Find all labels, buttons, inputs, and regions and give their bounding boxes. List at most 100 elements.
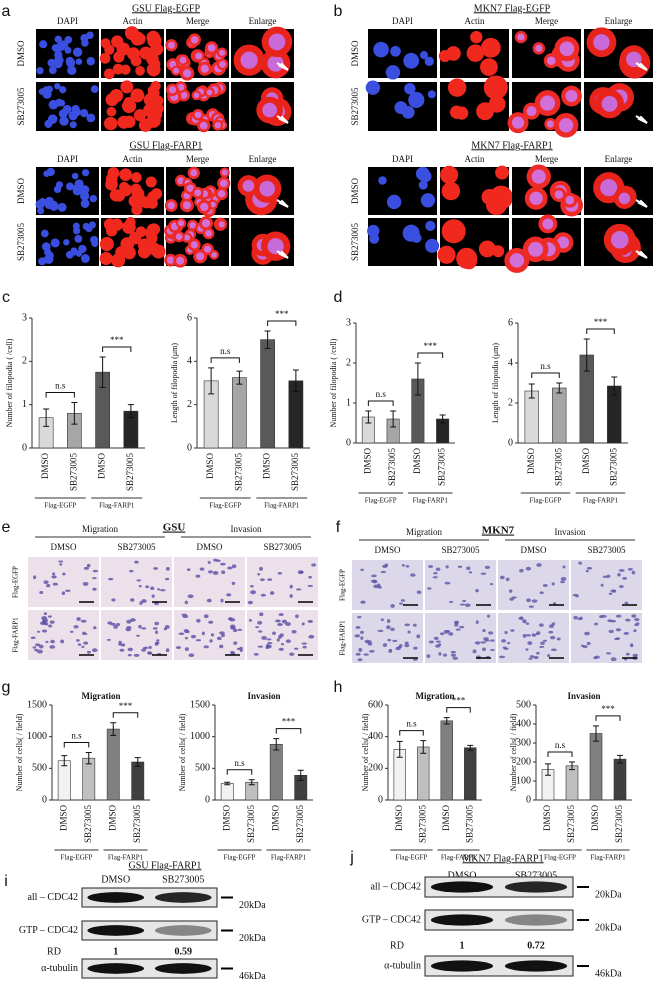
- nucleus: [89, 194, 98, 203]
- cell: [133, 109, 147, 122]
- nucleus: [262, 102, 277, 118]
- stained-cell: [59, 563, 63, 566]
- stained-cell: [464, 603, 471, 607]
- stained-cell: [395, 646, 401, 651]
- cell: [111, 35, 124, 48]
- y-tick-label: 0: [187, 442, 192, 453]
- error-bar: [85, 752, 92, 765]
- stained-cell: [404, 623, 410, 627]
- rd-value: 0.59: [175, 946, 193, 957]
- cell: [100, 38, 111, 49]
- y-tick-label: 0: [378, 794, 383, 805]
- stained-cell: [380, 618, 384, 622]
- stained-cell: [136, 634, 140, 637]
- error-bar: [569, 761, 575, 771]
- stained-cell: [221, 570, 226, 575]
- x-tick-label: SB273005: [553, 448, 563, 487]
- cell: [147, 193, 158, 204]
- stained-cell: [248, 619, 253, 622]
- group-label: Flag-FARP1: [590, 854, 626, 862]
- column-label: SB273005: [441, 545, 480, 555]
- stained-cell: [48, 624, 53, 628]
- x-tick-label: SB273005: [132, 805, 142, 844]
- stained-cell: [472, 649, 477, 654]
- stained-cell: [47, 615, 52, 618]
- nucleus: [219, 179, 228, 188]
- significance-bracket: [595, 715, 621, 721]
- error-bar: [414, 362, 421, 396]
- error-bar: [127, 404, 134, 419]
- y-axis-label: Number of cells( / field): [178, 713, 187, 791]
- stained-cell: [156, 639, 160, 642]
- error-bar: [390, 410, 397, 428]
- row-label: all – CDC42: [27, 892, 78, 903]
- stained-cell: [233, 641, 238, 645]
- size-marker: 46kDa: [595, 968, 622, 979]
- error-bar: [396, 740, 403, 758]
- error-bar: [134, 757, 141, 767]
- stained-cell: [190, 634, 197, 639]
- stained-cell: [219, 631, 225, 635]
- nucleus: [47, 58, 56, 67]
- stained-cell: [34, 648, 39, 652]
- column-label: Enlarge: [605, 16, 633, 26]
- stained-cell: [360, 630, 364, 634]
- stained-cell: [416, 590, 422, 594]
- stained-cell: [52, 572, 56, 576]
- stained-cell: [184, 647, 189, 651]
- nucleus: [193, 92, 200, 99]
- nucleus: [195, 52, 203, 60]
- significance-label: n.s: [406, 719, 417, 729]
- stained-cell: [459, 603, 466, 606]
- stained-cell: [404, 641, 409, 645]
- row-label: all – CDC42: [370, 881, 421, 892]
- stained-cell: [284, 622, 291, 626]
- stained-cell: [480, 641, 487, 644]
- assay-label: Invasion: [231, 524, 262, 534]
- error-bar: [420, 740, 427, 754]
- cell: [147, 33, 162, 48]
- stained-cell: [360, 636, 364, 640]
- y-tick-label: 500: [195, 763, 210, 774]
- stained-cell: [381, 564, 388, 569]
- cell: [148, 223, 161, 236]
- row-label: GTP – CDC42: [19, 925, 78, 936]
- stained-cell: [627, 567, 633, 571]
- nucleus: [175, 233, 183, 240]
- row-label: SB273005: [350, 222, 360, 261]
- stained-cell: [435, 567, 441, 572]
- stained-cell: [62, 572, 66, 576]
- y-tick-label: 1000: [190, 731, 210, 742]
- stained-cell: [165, 577, 170, 581]
- nucleus: [80, 199, 90, 208]
- stained-cell: [302, 645, 307, 649]
- row-label: Flag-FARP1: [12, 617, 20, 653]
- bar: [269, 743, 283, 801]
- cell: [109, 189, 123, 202]
- cell: [437, 245, 456, 264]
- blot-band: [154, 892, 212, 903]
- y-axis-label: Number of cells( / field): [509, 713, 518, 791]
- stained-cell: [615, 628, 622, 632]
- stained-cell: [412, 623, 417, 627]
- stained-cell: [275, 619, 281, 623]
- stained-cell: [141, 599, 147, 603]
- group-label: Flag-EGFP: [61, 854, 93, 862]
- column-label: DMSO: [101, 874, 130, 885]
- stained-cell: [92, 577, 97, 580]
- bar: [232, 377, 247, 449]
- stained-cell: [155, 641, 160, 645]
- stained-cell: [260, 578, 265, 582]
- nucleus: [63, 239, 70, 246]
- stained-cell: [253, 653, 259, 656]
- cell: [122, 184, 133, 195]
- blot-band: [430, 960, 494, 972]
- y-tick-label: 2: [346, 357, 351, 368]
- bar: [552, 387, 567, 444]
- stained-cell: [38, 644, 44, 649]
- row-label: SB273005: [16, 87, 26, 126]
- x-tick-label: SB273005: [83, 805, 93, 844]
- column-label: DAPI: [57, 16, 78, 26]
- stained-cell: [120, 643, 126, 647]
